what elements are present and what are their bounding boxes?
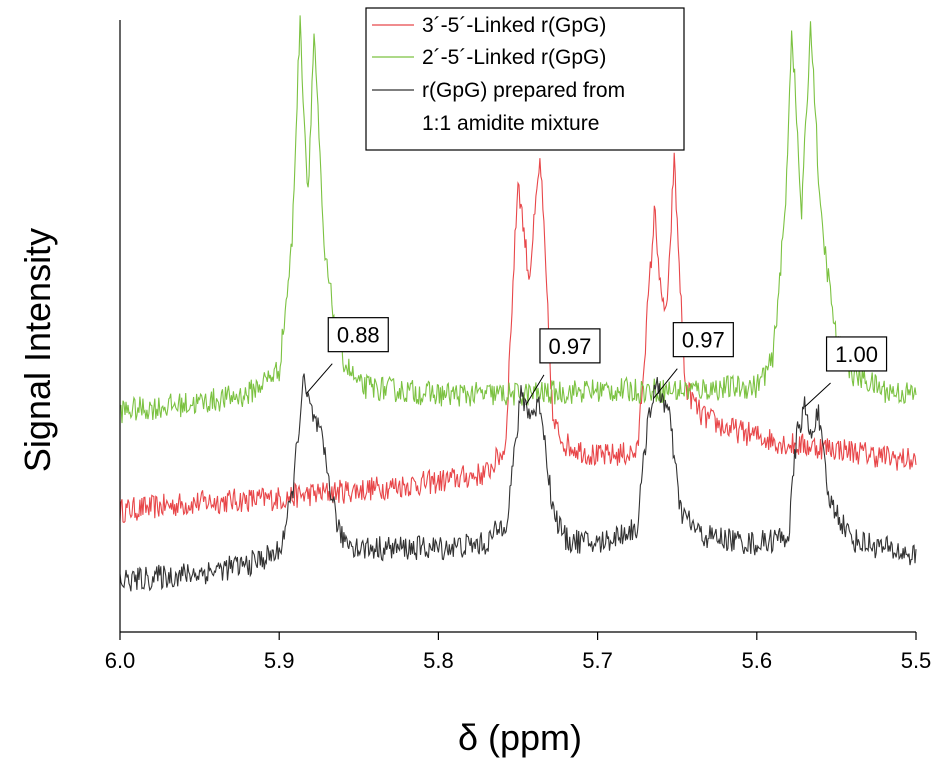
annotation-leader bbox=[652, 368, 678, 399]
annotation-box bbox=[825, 336, 888, 372]
legend-label: r(GpG) prepared from bbox=[422, 79, 625, 102]
annotation-label: 0.97 bbox=[682, 328, 725, 353]
y-axis-title: Signal Intensity bbox=[17, 228, 58, 472]
annotation-box bbox=[672, 322, 734, 358]
integration-annotations: 0.88 0.97 0.97 1.00 bbox=[305, 317, 888, 408]
annotation-leader bbox=[305, 363, 333, 394]
series-line-2 bbox=[119, 15, 917, 424]
x-tick-label: 5.5 bbox=[901, 648, 932, 673]
annotation-leader bbox=[804, 382, 831, 408]
x-tick-label: 5.7 bbox=[582, 648, 613, 673]
legend-label: 3´-5´-Linked r(GpG) bbox=[422, 14, 606, 37]
annotation-box bbox=[539, 328, 601, 364]
x-tick-label: 5.8 bbox=[423, 648, 454, 673]
annotation-leader bbox=[525, 374, 545, 406]
x-axis-title: δ (ppm) bbox=[458, 717, 582, 758]
spectrum-traces bbox=[119, 15, 917, 592]
annotation-label: 1.00 bbox=[835, 342, 878, 367]
legend-box bbox=[365, 7, 685, 151]
series-line-1 bbox=[119, 152, 917, 524]
annotation-label: 0.88 bbox=[337, 323, 380, 348]
x-tick-label: 6.0 bbox=[105, 648, 136, 673]
legend: 3´-5´-Linked r(GpG) 2´-5´-Linked r(GpG) r(… bbox=[365, 7, 685, 151]
legend-label: 1:1 amidite mixture bbox=[422, 112, 599, 135]
annotation-box bbox=[327, 317, 389, 353]
legend-label: 2´-5´-Linked r(GpG) bbox=[422, 46, 606, 69]
x-tick-label: 5.9 bbox=[264, 648, 295, 673]
series-line-3 bbox=[119, 373, 917, 592]
annotation-label: 0.97 bbox=[549, 334, 592, 359]
x-tick-label: 5.6 bbox=[742, 648, 773, 673]
x-axis-ticks: 6.0 5.9 5.8 5.7 5.6 5.5 bbox=[105, 632, 932, 673]
